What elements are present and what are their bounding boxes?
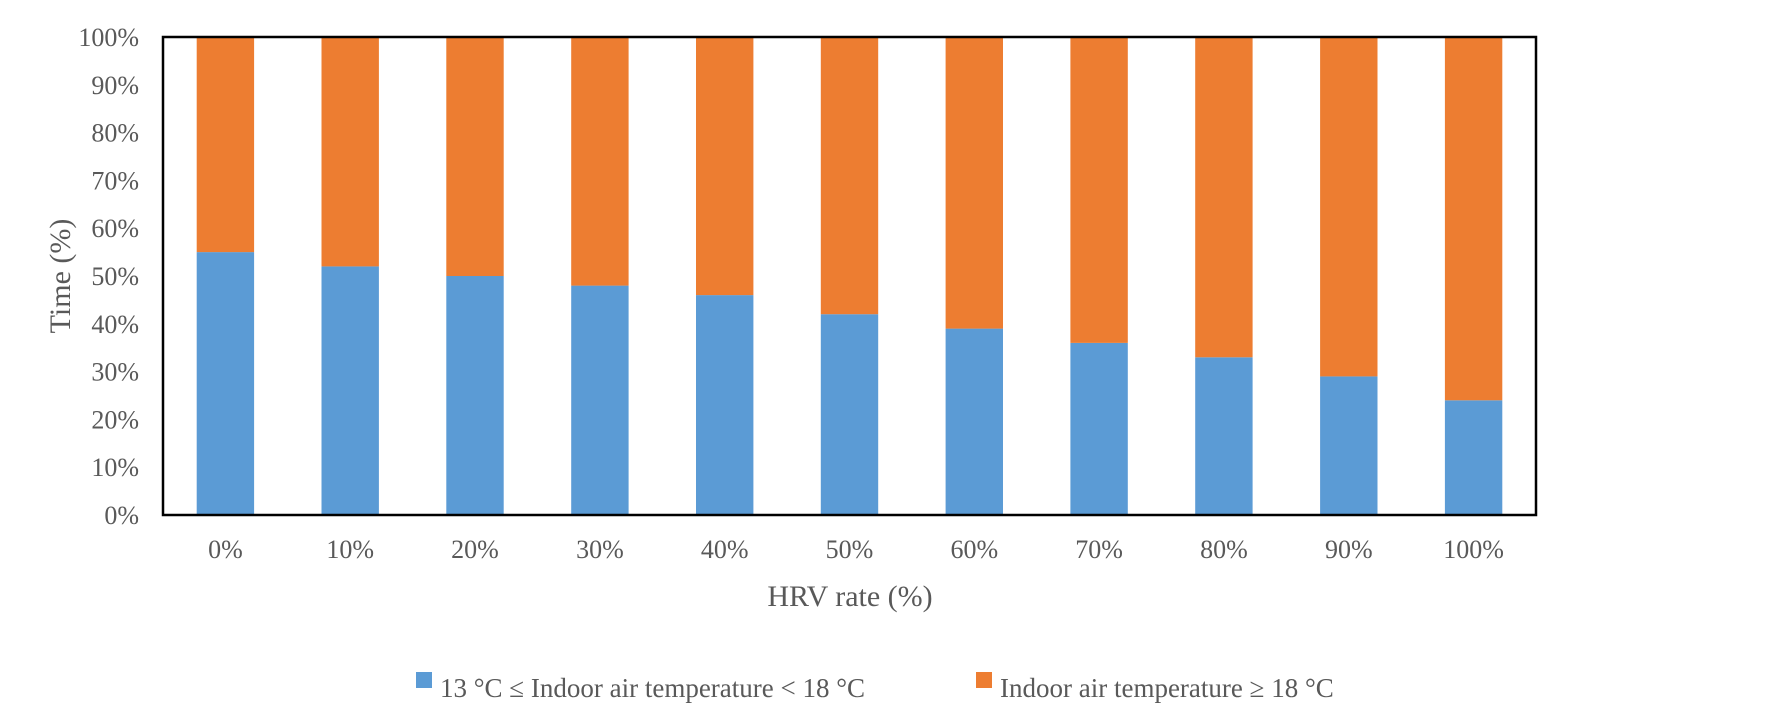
bar-layer [196,37,1503,515]
bar-series-1-70pct [1070,342,1128,515]
y-tick-label: 80% [91,119,139,148]
legend: 13 °C ≤ Indoor air temperature < 18 °C I… [416,672,1334,703]
bar-series-2-0pct [196,37,255,253]
y-tick-label: 10% [91,453,139,482]
x-tick-label: 70% [1075,535,1123,564]
legend-swatch-series-2 [976,672,992,688]
bar-series-1-50pct [820,314,879,515]
bar-series-1-10pct [321,266,379,515]
bar-series-1-100pct [1444,400,1503,515]
y-tick-label: 20% [91,405,139,434]
legend-swatch-series-1 [416,672,432,688]
bar-series-1-80pct [1195,357,1253,515]
x-axis-title: HRV rate (%) [767,580,932,613]
x-tick-label: 100% [1443,535,1504,564]
legend-label-series-2: Indoor air temperature ≥ 18 °C [1000,673,1334,703]
bar-series-2-10pct [321,37,379,267]
x-tick-label: 0% [208,535,243,564]
x-tick-label: 60% [950,535,998,564]
x-tick-label: 30% [576,535,624,564]
bar-series-2-60pct [945,37,1003,329]
bar-series-2-30pct [571,37,629,286]
y-tick-label: 40% [91,310,139,339]
legend-label-series-1: 13 °C ≤ Indoor air temperature < 18 °C [440,673,865,703]
y-axis-title: Time (%) [44,219,77,334]
bar-series-1-90pct [1320,376,1378,515]
x-tick-label: 20% [451,535,499,564]
bar-series-2-50pct [820,37,879,315]
bar-series-1-30pct [571,285,629,515]
y-tick-label: 0% [104,501,139,530]
bar-series-2-90pct [1320,37,1378,377]
x-tick-label: 40% [701,535,749,564]
x-tick-label: 80% [1200,535,1248,564]
bar-series-2-70pct [1070,37,1128,343]
y-tick-label: 60% [91,214,139,243]
bar-series-2-80pct [1195,37,1253,358]
x-tick-label: 50% [826,535,874,564]
bar-series-1-60pct [945,328,1003,515]
bar-series-2-100pct [1444,37,1503,401]
x-tick-label: 10% [326,535,374,564]
bar-series-2-40pct [696,37,754,296]
bar-series-2-20pct [446,37,504,276]
y-tick-label: 90% [91,71,139,100]
x-tick-label: 90% [1325,535,1373,564]
y-tick-label: 30% [91,358,139,387]
bar-series-1-20pct [446,276,504,515]
y-axis-ticks: 0% 10% 20% 30% 40% 50% 60% 70% 80% 90% 100% [78,23,139,530]
bar-series-1-40pct [696,295,754,515]
y-tick-label: 70% [91,166,139,195]
y-tick-label: 50% [91,262,139,291]
plot-frame [161,35,1538,517]
x-axis-ticks: 0% 10% 20% 30% 40% 50% 60% 70% 80% 90% 100% [208,535,1504,564]
y-tick-label: 100% [78,23,139,52]
bar-series-1-0pct [196,252,255,515]
